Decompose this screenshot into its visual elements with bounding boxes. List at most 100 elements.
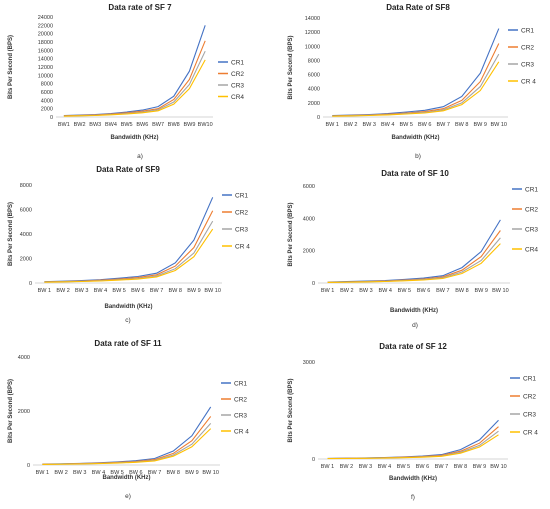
y-tick-label: 2000 bbox=[18, 409, 30, 415]
x-tick-label: BW 2 bbox=[54, 470, 67, 476]
legend-label: CR 4 bbox=[523, 429, 538, 436]
y-tick-label: 8000 bbox=[20, 183, 32, 189]
series-line-cr4 bbox=[327, 434, 499, 460]
series-line-cr1 bbox=[63, 25, 206, 117]
x-tick-label: BW 9 bbox=[185, 470, 198, 476]
x-tick-label: BW10 bbox=[198, 122, 213, 128]
x-tick-label: BW 7 bbox=[437, 122, 450, 128]
chart-panel-1: Data rate of SF 7 0 2000 4000 6000 8000 10000 1… bbox=[8, 3, 244, 160]
legend-label: CR2 bbox=[234, 396, 247, 403]
y-tick-label: 4000 bbox=[308, 87, 320, 93]
legend-label: CR1 bbox=[525, 186, 538, 193]
x-axis-label: Bandwidth (KHz) bbox=[103, 475, 151, 481]
chart-title: Data rate of SF 12 bbox=[379, 342, 447, 351]
x-tick-label: BW7 bbox=[152, 122, 164, 128]
y-tick-label: 0 bbox=[29, 281, 32, 287]
series-line-cr4 bbox=[332, 61, 500, 117]
y-tick-label: 16000 bbox=[38, 48, 53, 54]
y-tick-label: 0 bbox=[50, 115, 53, 121]
x-tick-label: BW 6 bbox=[417, 288, 430, 294]
y-axis-label: Bits Per Second (BPS) bbox=[8, 202, 14, 266]
y-tick-label: 4000 bbox=[41, 98, 53, 104]
x-tick-label: BW 6 bbox=[129, 470, 142, 476]
y-tick-label: 3000 bbox=[303, 360, 315, 366]
x-axis-label: Bandwidth (KHz) bbox=[390, 308, 438, 314]
x-tick-label: BW 4 bbox=[92, 470, 105, 476]
legend-label: CR1 bbox=[523, 375, 536, 382]
x-tick-label: BW 8 bbox=[455, 122, 468, 128]
panel-caption: f) bbox=[411, 494, 415, 501]
x-tick-label: BW8 bbox=[168, 122, 180, 128]
y-tick-label: 4000 bbox=[18, 355, 30, 361]
y-tick-label: 14000 bbox=[38, 57, 53, 63]
series-line-cr3 bbox=[327, 237, 501, 283]
x-tick-label: BW 1 bbox=[321, 288, 334, 294]
x-tick-label: BW5 bbox=[121, 122, 133, 128]
x-tick-label: BW 5 bbox=[398, 288, 411, 294]
legend-label: CR 4 bbox=[234, 428, 249, 435]
x-tick-label: BW 5 bbox=[110, 470, 123, 476]
x-tick-label: BW 9 bbox=[474, 288, 487, 294]
legend-label: CR3 bbox=[523, 411, 536, 418]
chart-title: Data rate of SF 11 bbox=[94, 339, 162, 348]
y-tick-label: 2000 bbox=[41, 107, 53, 113]
y-axis-label: Bits Per Second (BPS) bbox=[8, 379, 14, 443]
series-line-cr3 bbox=[44, 220, 214, 283]
x-tick-label: BW6 bbox=[136, 122, 148, 128]
x-tick-label: BW4 bbox=[105, 122, 117, 128]
legend-label: CR3 bbox=[234, 412, 247, 419]
x-tick-label: BW 2 bbox=[340, 464, 353, 470]
chart-title: Data Rate of SF8 bbox=[386, 3, 450, 12]
x-tick-label: BW 2 bbox=[340, 288, 353, 294]
y-tick-label: 10000 bbox=[305, 44, 320, 50]
y-tick-label: 2000 bbox=[303, 249, 315, 255]
x-tick-label: BW 8 bbox=[454, 464, 467, 470]
series-line-cr3 bbox=[332, 53, 500, 117]
series-line-cr4 bbox=[44, 228, 214, 283]
x-tick-label: BW 6 bbox=[416, 464, 429, 470]
y-tick-label: 0 bbox=[27, 463, 30, 469]
chart-title: Data rate of SF 7 bbox=[108, 3, 172, 12]
x-tick-label: BW9 bbox=[183, 122, 195, 128]
series-line-cr2 bbox=[327, 426, 499, 460]
chart-panel-2: Data Rate of SF8 0 2000 4000 6000 8000 10000 12… bbox=[288, 3, 536, 160]
y-tick-label: 2000 bbox=[308, 101, 320, 107]
series-line-cr2 bbox=[332, 43, 500, 117]
panel-caption: e) bbox=[125, 493, 131, 500]
x-tick-label: BW 2 bbox=[344, 122, 357, 128]
legend-label: CR2 bbox=[231, 71, 244, 78]
x-tick-label: BW 9 bbox=[473, 464, 486, 470]
series-line-cr1 bbox=[44, 197, 214, 283]
x-tick-label: BW 4 bbox=[378, 288, 391, 294]
legend-label: CR3 bbox=[525, 226, 538, 233]
x-tick-label: BW 10 bbox=[204, 288, 221, 294]
y-tick-label: 24000 bbox=[38, 15, 53, 21]
chart-panel-4: Data rate of SF 10 0 2000 4000 6000 BW 1 BW 2 B… bbox=[288, 169, 538, 329]
y-tick-label: 0 bbox=[317, 115, 320, 121]
legend-label: CR2 bbox=[235, 209, 248, 216]
x-tick-label: BW 10 bbox=[490, 464, 507, 470]
y-tick-label: 4000 bbox=[303, 216, 315, 222]
y-tick-label: 6000 bbox=[303, 184, 315, 190]
y-tick-label: 12000 bbox=[38, 65, 53, 71]
y-tick-label: 18000 bbox=[38, 40, 53, 46]
panel-caption: d) bbox=[412, 322, 418, 329]
series-line-cr4 bbox=[327, 243, 501, 283]
y-tick-label: 14000 bbox=[305, 16, 320, 22]
series-line-cr2 bbox=[327, 230, 501, 283]
x-tick-label: BW 6 bbox=[131, 288, 144, 294]
y-axis-label: Bits Per Second (BPS) bbox=[288, 378, 294, 442]
y-tick-label: 6000 bbox=[41, 90, 53, 96]
chart-title: Data Rate of SF9 bbox=[96, 165, 160, 174]
legend-label: CR2 bbox=[525, 206, 538, 213]
series-line-cr1 bbox=[327, 419, 499, 459]
x-tick-label: BW 9 bbox=[474, 122, 487, 128]
y-tick-label: 4000 bbox=[20, 232, 32, 238]
x-tick-label: BW 5 bbox=[112, 288, 125, 294]
legend-label: CR 4 bbox=[235, 243, 250, 250]
legend-label: CR2 bbox=[523, 393, 536, 400]
x-tick-label: BW 10 bbox=[490, 122, 507, 128]
legend-label: CR4 bbox=[525, 246, 538, 253]
series-line-cr1 bbox=[332, 28, 500, 117]
